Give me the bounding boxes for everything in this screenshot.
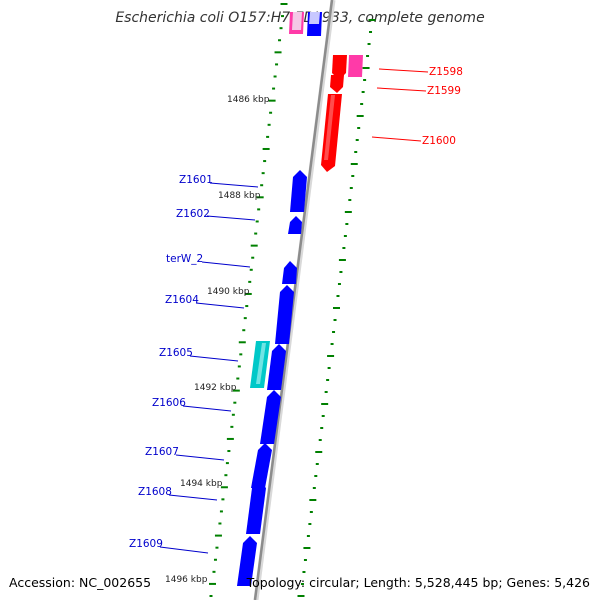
label-z1608[interactable]: Z1608 (138, 486, 172, 498)
label-z1605[interactable]: Z1605 (159, 347, 193, 359)
gene-z1607b[interactable] (251, 443, 272, 488)
tick-label-1492: 1492 kbp (194, 383, 237, 393)
label-z1599[interactable]: Z1599 (427, 85, 461, 97)
leader-z1598 (378, 68, 429, 73)
label-z1602[interactable]: Z1602 (176, 208, 210, 220)
tick-marks (208, 3, 376, 597)
label-z1609[interactable]: Z1609 (129, 538, 163, 550)
forward-gene-labels: Z1598 Z1599 Z1600 (371, 66, 463, 147)
gene-top-pink-highlight (292, 12, 302, 30)
top-partial-genes (289, 12, 322, 36)
tick-label-1494: 1494 kbp (180, 479, 223, 489)
gene-z1598-alt[interactable] (348, 55, 363, 77)
gene-terw-2[interactable] (282, 261, 297, 284)
label-z1598[interactable]: Z1598 (429, 66, 463, 78)
label-terw-2[interactable]: terW_2 (166, 253, 203, 265)
genome-info-text: Topology: circular; Length: 5,528,445 bp… (246, 575, 590, 590)
label-z1607[interactable]: Z1607 (145, 446, 179, 458)
gene-z1598[interactable] (332, 55, 347, 80)
gene-z1607[interactable] (260, 390, 281, 444)
leader-z1600 (371, 136, 422, 142)
leader-z1602 (206, 215, 256, 221)
label-z1600[interactable]: Z1600 (422, 135, 456, 147)
gene-z1601[interactable] (290, 170, 307, 212)
label-z1601[interactable]: Z1601 (179, 174, 213, 186)
gene-z1600-shine (324, 95, 335, 160)
forward-genes (321, 55, 363, 172)
leader-z1607 (175, 454, 225, 461)
gene-z1599[interactable] (330, 75, 344, 93)
tick-label-1488: 1488 kbp (218, 191, 261, 201)
tick-labels: 1486 kbp 1488 kbp 1490 kbp 1492 kbp 1494… (165, 95, 270, 585)
label-z1606[interactable]: Z1606 (152, 397, 186, 409)
leader-z1604 (195, 302, 245, 309)
leader-z1601 (209, 182, 259, 188)
leader-z1605 (189, 355, 239, 362)
gene-z1604[interactable] (275, 285, 294, 344)
tick-label-1490: 1490 kbp (207, 287, 250, 297)
gene-z1605-shine (256, 343, 266, 384)
tick-label-1486: 1486 kbp (227, 95, 270, 105)
accession-text: Accession: NC_002655 (9, 575, 152, 590)
leader-z1599 (376, 87, 427, 92)
label-z1604[interactable]: Z1604 (165, 294, 199, 306)
reverse-gene-labels: Z1601 Z1602 terW_2 Z1604 Z1605 Z1606 Z16… (129, 174, 259, 554)
gene-z1609[interactable] (237, 536, 257, 586)
backbone (253, 0, 336, 600)
gene-z1602[interactable] (288, 216, 302, 234)
gene-z1606[interactable] (267, 344, 286, 390)
gene-z1608[interactable] (246, 481, 266, 534)
reverse-genes (237, 170, 307, 586)
leader-z1606 (182, 405, 232, 412)
leader-z1608 (168, 494, 218, 501)
leader-terw-2 (201, 261, 251, 268)
gene-top-blue-highlight (309, 12, 320, 24)
leader-z1609 (159, 546, 209, 554)
tick-label-1496: 1496 kbp (165, 575, 208, 585)
